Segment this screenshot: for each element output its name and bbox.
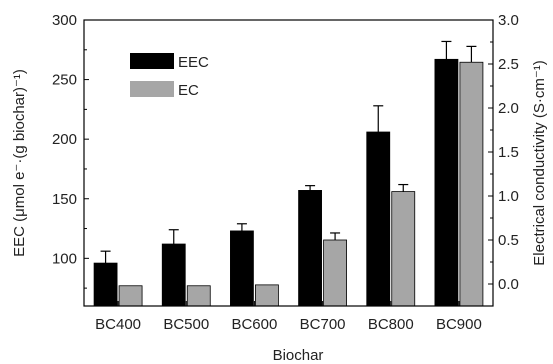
y-tick-label-left: 100 (52, 250, 77, 267)
axes-layer: BC400 BC500 BC600 BC700 BC800 BC900 100 150 200 2… (52, 12, 519, 333)
x-tick-label: BC700 (300, 316, 346, 333)
x-tick-label: BC500 (163, 316, 209, 333)
x-tick-label: BC900 (436, 316, 482, 333)
bar-ec (118, 285, 143, 307)
y-axis-title-right: Electrical conductivity (S·cm⁻¹) (531, 60, 548, 265)
legend: EEC EC (130, 53, 209, 99)
x-tick-label: BC400 (95, 316, 141, 333)
y-tick-label-right: 2.0 (498, 100, 519, 117)
bar-ec (459, 61, 484, 307)
legend-swatch-ec (130, 81, 174, 97)
y-tick-label-right: 1.5 (498, 144, 519, 161)
y-tick-label-right: 0.0 (498, 276, 519, 293)
x-tick-label: BC600 (231, 316, 277, 333)
bars-layer (93, 40, 484, 307)
y-tick-label-right: 2.5 (498, 56, 519, 73)
bar-ec (255, 284, 279, 307)
bar-eec (434, 58, 459, 307)
legend-label-ec: EC (178, 82, 199, 99)
y-axis-title-left: EEC (μmol e⁻·(g biochar)⁻¹) (11, 69, 28, 257)
bar-ec (323, 239, 347, 307)
y-tick-label-right: 3.0 (498, 12, 519, 29)
legend-label-eec: EEC (178, 54, 209, 71)
y-tick-label-left: 250 (52, 72, 77, 89)
x-tick-label: BC800 (368, 316, 414, 333)
y-tick-label-right: 1.0 (498, 188, 519, 205)
y-tick-label-left: 150 (52, 191, 77, 208)
y-tick-label-left: 200 (52, 131, 77, 148)
y-tick-label-right: 0.5 (498, 232, 519, 249)
bar-eec (366, 131, 391, 307)
x-axis-title: Biochar (273, 347, 324, 364)
bar-ec (186, 285, 211, 307)
plot-frame (83, 19, 494, 307)
legend-swatch-eec (130, 53, 174, 69)
bar-eec (298, 190, 322, 307)
bar-eec (93, 262, 118, 307)
bar-eec (161, 243, 186, 307)
bar-ec (391, 191, 416, 307)
bar-eec (230, 230, 254, 307)
y-tick-label-left: 300 (52, 12, 77, 29)
